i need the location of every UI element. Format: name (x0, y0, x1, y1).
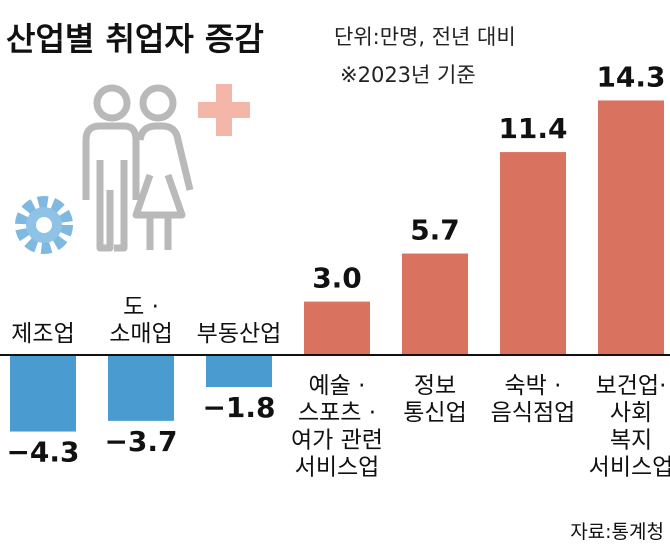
bar (304, 301, 370, 355)
gear-icon (15, 196, 73, 254)
x-tick-label: 부동산업 (197, 321, 282, 347)
value-label: 14.3 (596, 60, 665, 93)
value-label: 11.4 (498, 112, 567, 145)
plus-icon (198, 84, 250, 136)
bar (500, 152, 566, 355)
value-label: 5.7 (410, 214, 460, 247)
value-label: 3.0 (312, 262, 362, 295)
x-tick-label: 도 · 소매업 (109, 294, 172, 347)
bar (402, 253, 468, 355)
value-label: −1.8 (202, 391, 275, 424)
x-tick-label: 제조업 (11, 321, 74, 347)
x-tick-label: 숙박 · 음식점업 (491, 373, 576, 426)
value-label: −4.3 (6, 436, 79, 469)
chart-subtitle: 단위:만명, 전년 대비 (334, 25, 516, 49)
x-tick-label: 보건업· 사회 복지 서비스업 (589, 373, 670, 480)
x-tick-label: 정보 통신업 (403, 373, 466, 426)
x-tick-label: 예술 · 스포츠 · 여가 관련 서비스업 (291, 373, 383, 480)
chart-note: ※2023년 기준 (340, 63, 476, 87)
chart-source: 자료:통계청 (570, 521, 664, 543)
bar (206, 355, 272, 388)
value-label: −3.7 (104, 425, 177, 458)
bar (598, 100, 664, 356)
bar (108, 355, 174, 421)
people-icon (82, 84, 194, 252)
bar (10, 355, 76, 432)
chart-title: 산업별 취업자 증감 (6, 20, 264, 58)
